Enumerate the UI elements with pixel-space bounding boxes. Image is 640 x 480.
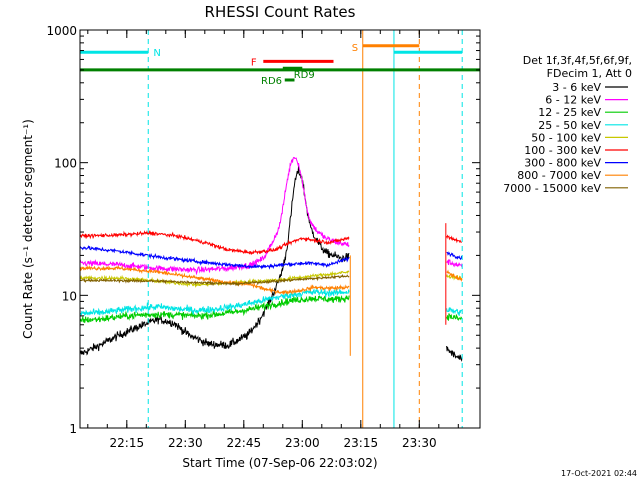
series-line-3-6-kev-seg2: [446, 345, 463, 362]
series-line-6-12-kev-seg2: [446, 259, 463, 268]
annotation-label-rd9: RD9: [294, 70, 315, 81]
x-tick-label-4: 23:00: [285, 436, 320, 450]
annotation-label-s: S: [352, 43, 358, 54]
render-timestamp: 17-Oct-2021 02:44: [561, 469, 637, 478]
legend-label-5: 50 - 100 keV: [531, 131, 601, 144]
y-tick-label-2: 10: [62, 289, 77, 303]
x-tick-label-2: 22:30: [168, 436, 203, 450]
y-tick-label-4: 1000: [46, 24, 77, 38]
axes: 1 10 100 1000 22:15 22:30 22:45 23:00 23:15 23:30: [46, 24, 480, 450]
series-line-6-12-kev-seg1: [80, 156, 350, 276]
legend-label-3: 12 - 25 keV: [538, 106, 601, 119]
series-line-800-7000-kev-seg1: [80, 265, 350, 296]
data-series: [80, 156, 463, 362]
chart-title: RHESSI Count Rates: [205, 3, 356, 21]
annotation-label-n: N: [153, 48, 160, 59]
annotation-label-rd6: RD6: [261, 76, 282, 87]
plot-frame: [79, 29, 481, 429]
y-axis-label: Count Rate (s⁻¹ detector segment⁻¹): [21, 119, 35, 339]
legend-label-8: 800 - 7000 keV: [517, 169, 601, 182]
series-line-800-7000-kev-seg2: [446, 269, 463, 282]
x-tick-label-1: 22:15: [110, 436, 145, 450]
series-line-12-25-kev-seg1: [80, 295, 350, 323]
series-line-100-300-kev-seg1: [80, 229, 350, 255]
annotation-label-f: F: [251, 57, 257, 68]
legend: Det 1f,3f,4f,5f,6f,9f, FDecim 1, Att 0 3…: [503, 54, 632, 195]
series-line-7000-15000-kev-seg1: [80, 273, 350, 287]
legend-label-4: 25 - 50 keV: [538, 119, 601, 132]
series-line-12-25-kev-seg2: [446, 313, 463, 321]
legend-label-9: 7000 - 15000 keV: [503, 182, 601, 195]
y-tick-label-1: 1: [69, 422, 77, 436]
legend-label-6: 100 - 300 keV: [524, 144, 601, 157]
legend-label-2: 6 - 12 keV: [545, 94, 601, 107]
series-line-300-800-kev-seg2: [446, 251, 463, 261]
x-tick-label-6: 23:30: [402, 436, 437, 450]
series-line-25-50-kev-seg2: [446, 306, 463, 316]
legend-header-line-1: Det 1f,3f,4f,5f,6f,9f,: [523, 54, 632, 67]
x-tick-label-3: 22:45: [227, 436, 262, 450]
y-tick-label-3: 100: [54, 157, 77, 171]
series-line-300-800-kev-seg1: [80, 244, 350, 270]
annotations: N F RD9 RD6 S: [79, 30, 480, 428]
x-tick-label-5: 23:15: [344, 436, 379, 450]
legend-label-7: 300 - 800 keV: [524, 157, 601, 170]
x-axis-label: Start Time (07-Sep-06 22:03:02): [182, 456, 377, 470]
legend-header-line-2: FDecim 1, Att 0: [547, 67, 632, 80]
series-line-100-300-kev-seg2: [446, 234, 463, 244]
legend-label-1: 3 - 6 keV: [552, 81, 601, 94]
